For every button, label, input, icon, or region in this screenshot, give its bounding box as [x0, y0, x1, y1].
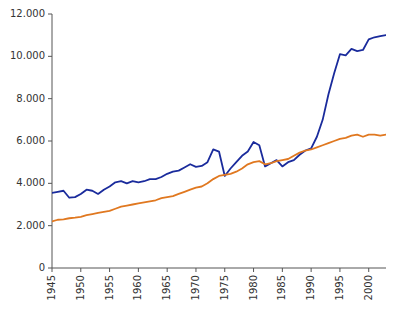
x-tick	[282, 268, 283, 272]
x-tick	[195, 268, 196, 272]
y-tick	[48, 268, 52, 269]
x-tick-label: 1990	[305, 275, 316, 300]
chart: 0 2.000 4.000 6.000 8.000 10.000 12.000 1945 195…	[0, 0, 400, 314]
x-tick-label: 1955	[104, 275, 115, 300]
x-tick	[138, 268, 139, 272]
y-tick	[48, 183, 52, 184]
x-tick-label: 1980	[248, 275, 259, 300]
y-tick	[48, 56, 52, 57]
x-tick-label: 1985	[276, 275, 287, 300]
x-axis	[52, 268, 386, 269]
y-tick-label: 10.000	[10, 50, 45, 61]
x-tick	[80, 268, 81, 272]
x-tick-label: 1950	[75, 275, 86, 300]
x-tick	[253, 268, 254, 272]
x-tick-label: 1995	[334, 275, 345, 300]
y-tick-label: 4.000	[16, 177, 45, 188]
series-line	[52, 135, 386, 222]
y-tick-label: 2.000	[16, 220, 45, 231]
y-tick-label: 6.000	[16, 135, 45, 146]
x-tick-label: 1945	[46, 275, 57, 300]
y-ticks: 0 2.000 4.000 6.000 8.000 10.000 12.000	[10, 8, 52, 273]
x-tick	[167, 268, 168, 272]
x-tick-label: 2000	[363, 275, 374, 300]
x-tick-label: 1960	[132, 275, 143, 300]
y-tick	[48, 98, 52, 99]
plot-area	[52, 35, 386, 221]
y-tick-label: 12.000	[10, 8, 45, 19]
x-tick	[109, 268, 110, 272]
y-tick-label: 8.000	[16, 93, 45, 104]
x-tick	[52, 268, 53, 272]
y-tick	[48, 225, 52, 226]
x-tick	[224, 268, 225, 272]
x-tick-label: 1965	[161, 275, 172, 300]
x-tick	[339, 268, 340, 272]
x-tick-label: 1975	[219, 275, 230, 300]
x-tick	[311, 268, 312, 272]
x-ticks: 1945 1950 1955 1960 1965 1970 1975 1980 1985 1990…	[46, 268, 374, 300]
x-tick-label: 1970	[190, 275, 201, 300]
series-line	[52, 35, 386, 198]
y-tick	[48, 141, 52, 142]
x-tick	[368, 268, 369, 272]
y-tick	[48, 14, 52, 15]
y-tick-label: 0	[39, 262, 45, 273]
